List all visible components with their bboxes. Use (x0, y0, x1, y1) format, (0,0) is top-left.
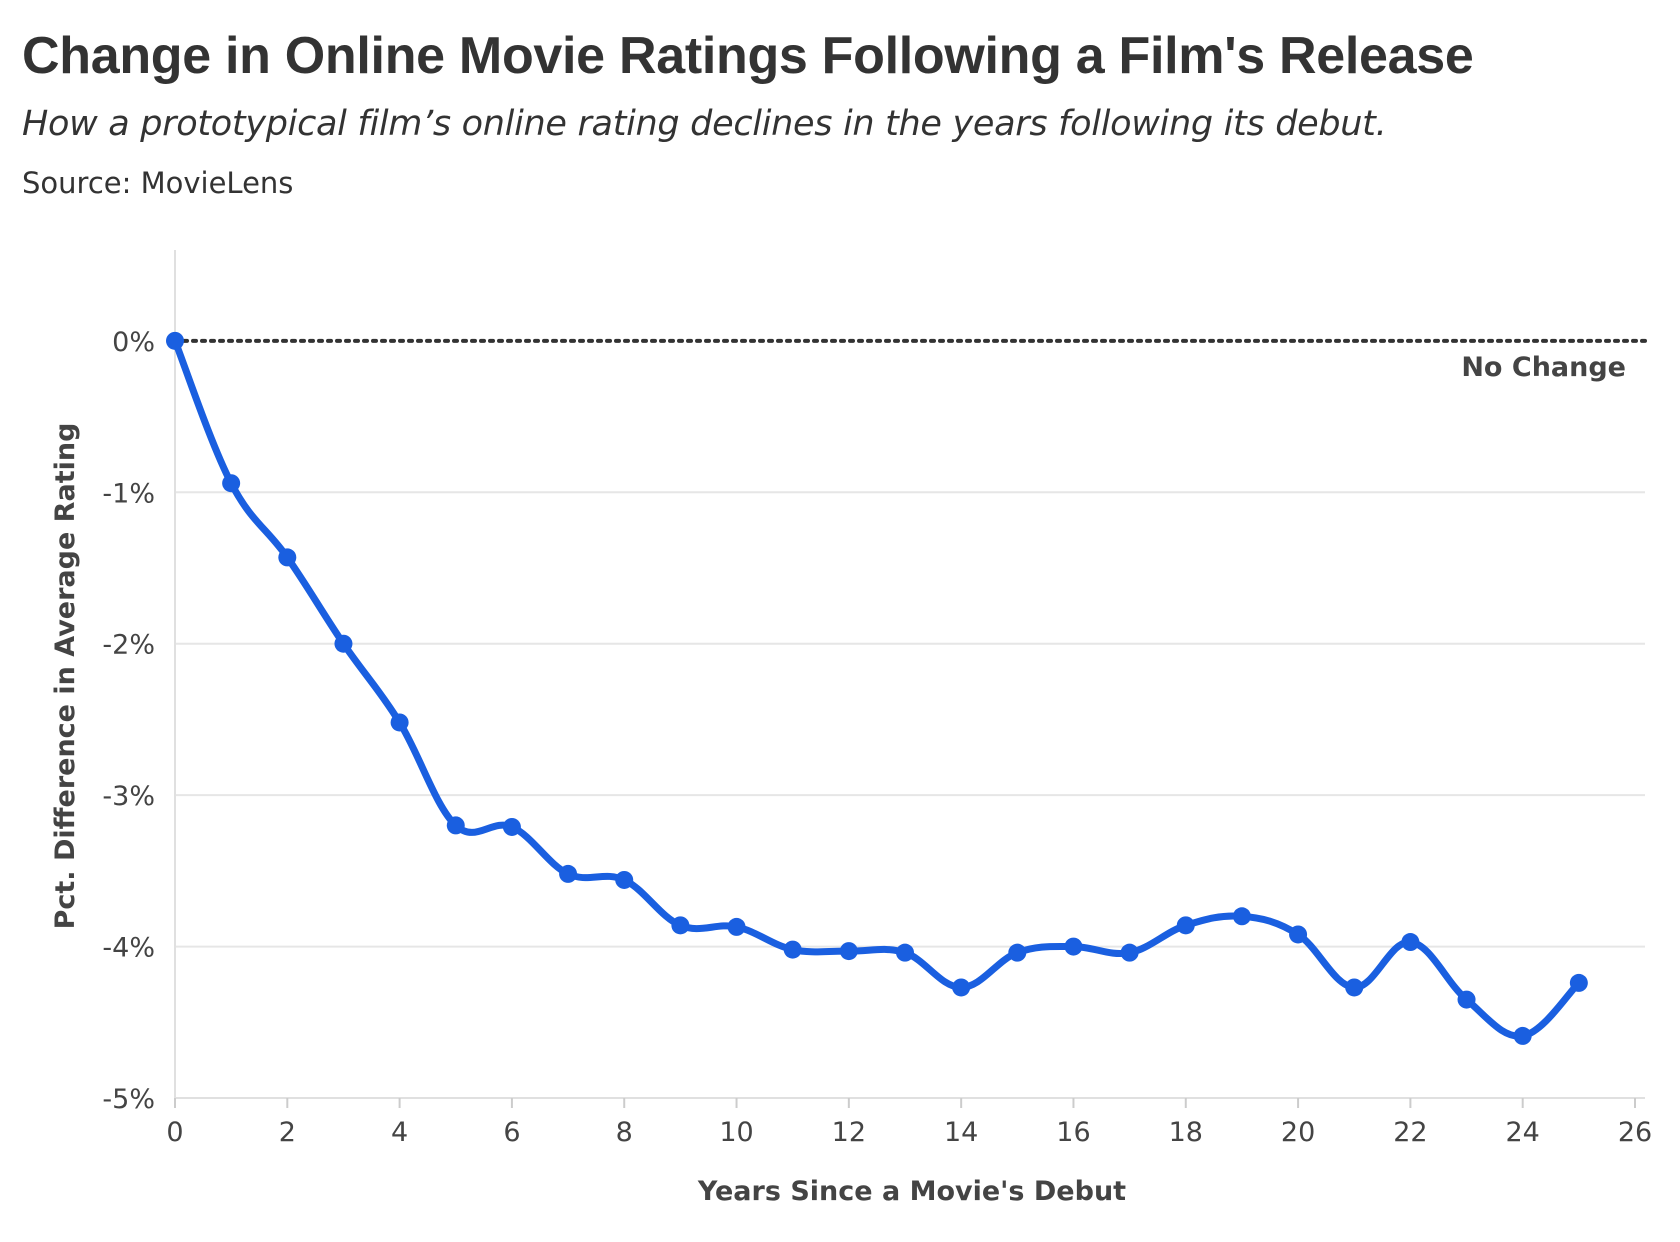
data-point (1345, 978, 1364, 997)
data-point (166, 331, 184, 350)
chart-source: Source: MovieLens (22, 166, 294, 200)
y-tick-label: -2% (102, 630, 155, 661)
data-point (559, 864, 578, 883)
y-axis-title: Pct. Difference in Average Rating (50, 423, 81, 930)
data-point (783, 940, 802, 959)
axes (174, 250, 1645, 1108)
x-axis-title: Years Since a Movie's Debut (697, 1176, 1126, 1207)
x-tick-label: 6 (503, 1117, 520, 1148)
data-point (502, 817, 521, 836)
x-tick-label: 24 (1506, 1117, 1540, 1148)
x-tick-label: 14 (944, 1117, 978, 1148)
x-tick-label: 16 (1056, 1117, 1090, 1148)
data-point (727, 917, 746, 936)
data-point (896, 943, 914, 962)
x-tick-labels: 0 2 4 6 8 10 12 14 16 18 20 22 24 26 (166, 1117, 1652, 1148)
y-tick-label: -4% (102, 933, 155, 964)
data-point (1569, 973, 1588, 992)
x-tick-label: 0 (166, 1117, 183, 1148)
x-tick-label: 12 (832, 1117, 866, 1148)
y-tick-label: -5% (102, 1084, 155, 1115)
y-tick-label: -1% (102, 478, 155, 509)
data-point (1401, 933, 1420, 952)
y-tick-label: 0% (112, 327, 155, 358)
data-point (334, 634, 353, 653)
x-tick-label: 20 (1281, 1117, 1315, 1148)
data-point (839, 942, 858, 961)
x-tick-label: 4 (391, 1117, 408, 1148)
data-point (1232, 907, 1251, 926)
data-point (1008, 943, 1027, 962)
data-point (1289, 925, 1308, 944)
x-tick-label: 8 (616, 1117, 633, 1148)
data-point (446, 816, 465, 835)
data-point (1176, 916, 1195, 935)
data-point (952, 978, 971, 997)
data-point (671, 916, 690, 935)
data-point (1513, 1026, 1532, 1045)
x-tick-label: 26 (1618, 1117, 1652, 1148)
chart-subtitle: How a prototypical film’s online rating … (22, 104, 1387, 144)
chart-title: Change in Online Movie Ratings Following… (22, 27, 1474, 85)
data-point (1064, 937, 1083, 956)
no-change-label: No Change (1461, 352, 1626, 383)
series-group (166, 331, 1588, 1045)
x-tick-label: 2 (279, 1117, 296, 1148)
x-tick-label: 10 (719, 1117, 753, 1148)
data-point (1457, 990, 1476, 1009)
y-tick-label: -3% (102, 781, 155, 812)
data-point (390, 713, 409, 732)
series-line (171, 337, 1583, 1040)
data-point (615, 870, 634, 889)
data-point (1120, 943, 1139, 962)
x-tick-label: 18 (1169, 1117, 1203, 1148)
x-tick-label: 22 (1393, 1117, 1427, 1148)
data-point (278, 548, 297, 567)
data-point (222, 474, 241, 493)
y-tick-labels: 0% -1% -2% -3% -4% -5% (102, 327, 155, 1115)
